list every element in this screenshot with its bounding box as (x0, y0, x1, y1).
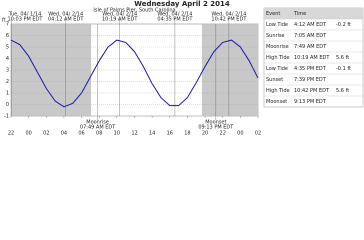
event-label: Tue, 04/ 1/14 (8, 12, 42, 18)
x-tick-label: 02 (255, 131, 261, 137)
event-label: Wed, 04/ 2/14 (157, 12, 192, 18)
x-tick-label: 16 (167, 131, 173, 137)
table-cell: -0.2 ft (336, 22, 351, 28)
y-tick-label: 2 (6, 79, 9, 85)
table-cell: High Tide (266, 55, 290, 61)
table-cell: 4:35 PM EDT (294, 66, 327, 72)
x-tick-label: 22 (220, 131, 226, 137)
event-table: Event Time Low Tide 4:12 AM EDT -0.2 ft Sunri… (263, 7, 364, 108)
x-tick-label: 06 (78, 131, 84, 137)
x-tick-label: 00 (237, 131, 243, 137)
x-tick-label: 14 (149, 131, 155, 137)
chart-title: Wednesday April 2 2014 (134, 0, 230, 8)
table-cell: Low Tide (266, 22, 288, 28)
moon-label: 09:13 PM EDT (198, 125, 234, 131)
y-axis-label: ft (2, 18, 6, 24)
event-label: 10:19 AM EDT (102, 17, 138, 23)
x-tick-label: 02 (43, 131, 49, 137)
y-tick-label: 1 (6, 91, 9, 97)
x-tick-label: 00 (25, 131, 31, 137)
table-frame (263, 7, 364, 108)
table-cell: -0.1 ft (336, 66, 351, 72)
x-tick-label: 04 (61, 131, 67, 137)
y-tick-label: 6 (6, 33, 9, 39)
table-cell: 10:42 PM EDT (294, 88, 330, 94)
location-label: Isle of Palms Pier, South Carolina (93, 8, 175, 14)
x-tick-label: 20 (202, 131, 208, 137)
table-cell: Moonset (266, 99, 287, 105)
table-cell: 7:39 PM EDT (294, 77, 327, 83)
y-tick-label: 5 (6, 45, 9, 51)
table-cell: 5.6 ft (336, 88, 349, 94)
table-cell: Moonrise (266, 44, 289, 50)
table-cell: High Tide (266, 88, 290, 94)
y-tick-label: -1 (4, 114, 9, 120)
event-label: 04:12 AM EDT (48, 17, 84, 23)
table-cell: 7:49 AM EDT (294, 44, 327, 50)
moon-label: 07:49 AM EDT (80, 125, 116, 131)
x-tick-label: 10 (114, 131, 120, 137)
moon-label: Moonset (205, 120, 226, 126)
x-tick-label: 22 (8, 131, 14, 137)
table-cell: 9:13 PM EDT (294, 99, 327, 105)
x-tick-label: 12 (131, 131, 137, 137)
table-cell: 10:19 AM EDT (294, 55, 330, 61)
event-label: Wed, 04/ 2/14 (211, 12, 246, 18)
event-label: Wed, 04/ 2/14 (48, 12, 83, 18)
moon-label: Moonrise (86, 120, 109, 126)
event-label: 10:03 PM EDT (8, 17, 44, 23)
table-cell: Sunrise (266, 33, 285, 39)
chart: Wednesday April 2 2014 Event Time Low Tide… (0, 0, 364, 138)
table-cell: 4:12 AM EDT (294, 22, 327, 28)
table-header-bg (264, 8, 363, 19)
event-label: Wed, 04/ 2/14 (102, 12, 137, 18)
event-label: 04:35 PM EDT (157, 17, 193, 23)
y-tick-label: 0 (6, 102, 9, 108)
y-tick-label: 7 (6, 22, 9, 28)
table-cell: 5.6 ft (336, 55, 349, 61)
x-tick-label: 08 (96, 131, 102, 137)
table-cell: Low Tide (266, 66, 288, 72)
tide-line (10, 39, 259, 108)
x-tick-label: 18 (184, 131, 190, 137)
table-cell: Sunset (266, 77, 283, 83)
y-tick-label: 3 (6, 68, 9, 74)
table-cell: 7:05 AM EDT (294, 33, 327, 39)
event-label: 10:42 PM EDT (211, 17, 247, 23)
y-tick-label: 4 (6, 56, 9, 62)
table-header: Time (293, 11, 306, 17)
table-header: Event (266, 11, 280, 17)
